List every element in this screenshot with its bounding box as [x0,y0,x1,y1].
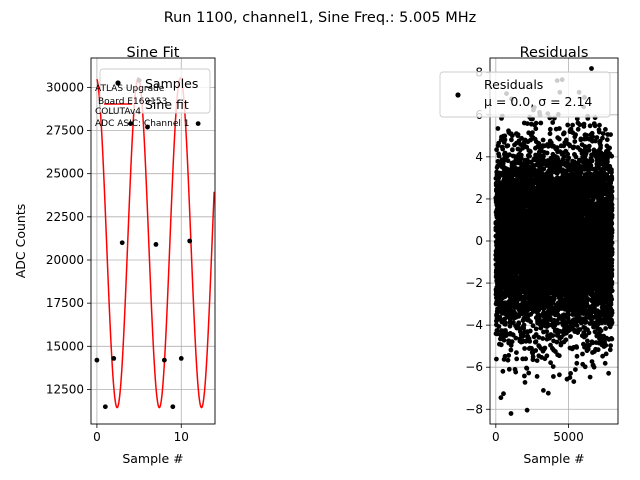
legend-samples-marker [115,80,121,86]
annotation-line-1: ATLAS Upgrade [95,84,165,94]
residuals-ytick-label: 0 [475,234,483,248]
legend-residuals-stats: μ = 0.0, σ = 2.14 [484,94,592,109]
sample-point [119,240,125,246]
legend-sine-fit-label: Sine fit [145,97,189,112]
sample-point [128,121,134,127]
legend-residuals-label: Residuals [484,77,543,92]
sine-fit-chart: Sine Fit 0 10 12500 15000 17500 20000 22500 250… [13,45,216,466]
residuals-legend: Residuals μ = 0.0, σ = 2.14 [439,71,611,118]
sine-fit-xtick-label: 10 [174,430,189,444]
legend-samples-label: Samples [145,76,198,91]
sample-point [111,355,117,361]
residuals-ytick-label: −6 [465,360,483,374]
sine-fit-curve-group [96,76,215,409]
residuals-ytick-label: −8 [465,402,483,416]
sine-fit-xlabel: Sample # [122,451,183,466]
sine-fit-ytick-label: 12500 [46,382,84,396]
residuals-ytick-label: 4 [475,150,483,164]
sine-fit-ticks: 0 10 12500 15000 17500 20000 22500 25000 27500 30… [46,80,189,444]
sample-point [153,242,159,247]
sine-fit-annotation: ATLAS Upgrade Board E169153 COLUTAv4 ADC… [95,84,189,129]
residuals-legend-box [439,71,611,118]
sine-fit-legend: Samples Sine fit [99,68,211,114]
figure-suptitle: Run 1100, channel1, Sine Freq.: 5.005 MH… [164,10,477,26]
residuals-xtick-label: 5000 [553,430,584,444]
annotation-line-4: ADC ASIC: Channel 1 [95,119,189,129]
sine-fit-samples [94,78,201,410]
sample-point [102,404,108,410]
sample-point [195,121,201,127]
sine-fit-curve [96,76,215,409]
sample-point [187,238,193,244]
residuals-points [493,66,615,416]
sine-fit-ytick-label: 25000 [46,167,84,181]
sample-point [94,357,100,363]
sine-fit-ytick-label: 30000 [46,80,84,94]
residuals-xtick-label: 0 [492,430,500,444]
sample-point [161,357,167,363]
sine-fit-legend-box [99,68,211,114]
annotation-line-2: Board E169153 [98,97,167,107]
sine-fit-ylabel: ADC Counts [13,204,28,279]
sine-fit-ytick-label: 22500 [46,210,84,224]
sine-fit-ytick-label: 17500 [46,296,84,310]
sine-fit-ytick-label: 15000 [46,339,84,353]
residuals-ytick-label: −2 [465,276,483,290]
sine-fit-frame [90,57,216,425]
residuals-title: Residuals [520,45,589,61]
sample-point [178,355,184,361]
legend-residuals-marker [455,92,461,98]
residuals-ytick-label: −4 [465,318,483,332]
sine-fit-ytick-label: 20000 [46,253,84,267]
sample-point [170,404,176,410]
sample-point [145,124,150,130]
sine-fit-ytick-label: 27500 [46,124,84,138]
residuals-xlabel: Sample # [523,451,584,466]
sine-fit-xtick-label: 0 [93,430,101,444]
sine-fit-title: Sine Fit [127,45,180,61]
annotation-line-3: COLUTAv4 [95,107,141,117]
residuals-ytick-label: 2 [475,192,483,206]
